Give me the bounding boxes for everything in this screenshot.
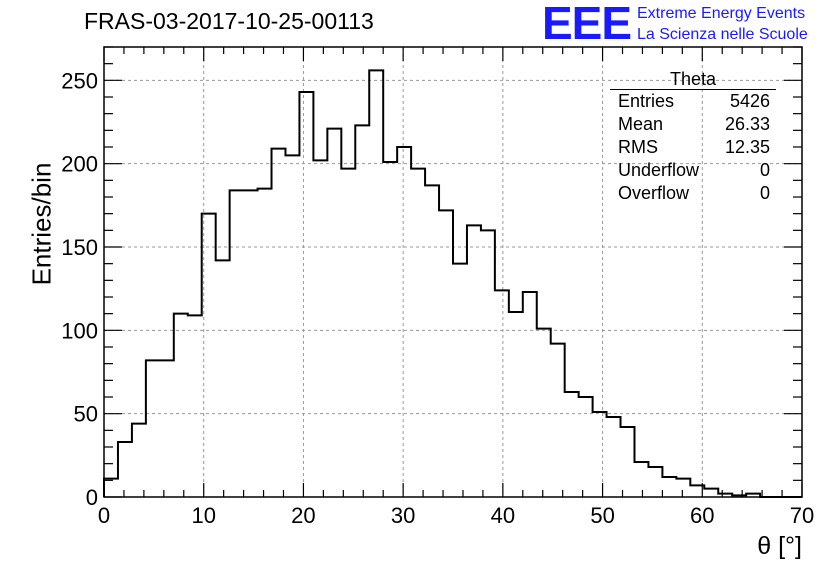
stats-title: Theta — [610, 70, 776, 90]
x-tick-label: 70 — [790, 503, 814, 528]
y-tick-label: 200 — [61, 152, 98, 177]
x-tick-label: 60 — [690, 503, 714, 528]
y-axis-label: Entries/bin — [26, 162, 57, 286]
logo-text: Extreme Energy Events La Scienza nelle S… — [637, 3, 808, 45]
stats-value: 0 — [759, 183, 770, 203]
x-tick-label: 30 — [391, 503, 415, 528]
grid-lines — [104, 47, 802, 497]
x-tick-label: 20 — [291, 503, 315, 528]
eee-logo: EEE — [542, 0, 632, 49]
stats-label: RMS — [618, 137, 658, 157]
stats-box: Theta Entries 5426 Mean 26.33 RMS 12.35 … — [610, 70, 776, 205]
stats-row-overflow: Overflow 0 — [610, 182, 776, 205]
x-axis-label: θ [°] — [757, 532, 802, 560]
x-tick-label: 50 — [590, 503, 614, 528]
plot-frame — [103, 46, 803, 498]
stats-value: 12.35 — [724, 137, 770, 157]
axis-ticks — [103, 46, 803, 498]
x-tick-label: 0 — [98, 503, 110, 528]
stats-value: 5426 — [729, 91, 770, 111]
logo-line-2: La Scienza nelle Scuole — [637, 26, 808, 43]
stats-label: Overflow — [618, 183, 690, 203]
stats-row-mean: Mean 26.33 — [610, 113, 776, 136]
y-tick-label: 150 — [61, 235, 98, 260]
stats-row-underflow: Underflow 0 — [610, 159, 776, 182]
y-tick-label: 0 — [86, 485, 98, 510]
logo-line-1: Extreme Energy Events — [637, 5, 806, 22]
stats-value: 26.33 — [724, 114, 770, 134]
stats-label: Underflow — [618, 160, 700, 180]
tick-labels: 0 10 20 30 40 50 60 70 0 50 100 150 200 250 — [61, 68, 814, 528]
y-tick-label: 50 — [74, 402, 98, 427]
chart-title: FRAS-03-2017-10-25-00113 — [84, 8, 374, 34]
stats-label: Entries — [618, 91, 675, 111]
stats-label: Mean — [618, 114, 664, 134]
stats-value: 0 — [759, 160, 770, 180]
x-tick-label: 10 — [191, 503, 215, 528]
x-tick-label: 40 — [491, 503, 515, 528]
y-tick-label: 100 — [61, 318, 98, 343]
y-tick-label: 250 — [61, 68, 98, 93]
stats-row-entries: Entries 5426 — [610, 90, 776, 113]
histogram-series — [103, 69, 802, 498]
stats-row-rms: RMS 12.35 — [610, 136, 776, 159]
